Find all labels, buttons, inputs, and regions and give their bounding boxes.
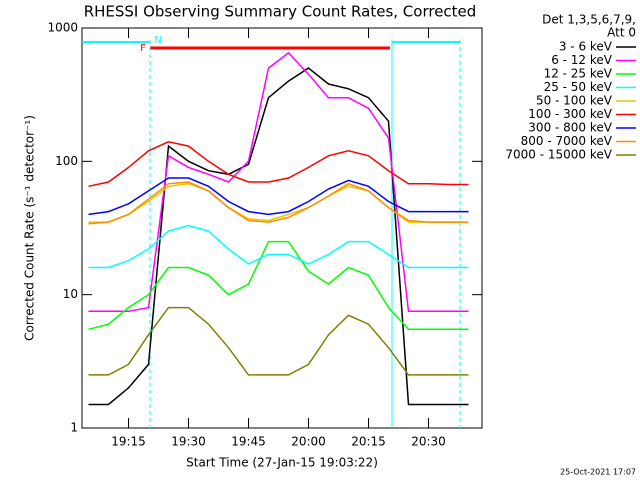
y-tick-label: 1 xyxy=(70,421,78,435)
legend-label: 6 - 12 keV xyxy=(551,53,613,67)
series-line xyxy=(88,141,469,188)
series-line xyxy=(88,177,469,216)
series-line xyxy=(88,224,469,269)
x-tick-label: 19:45 xyxy=(231,435,266,449)
legend-label: 25 - 50 keV xyxy=(544,80,613,94)
y-tick-label: 10 xyxy=(63,287,78,301)
y-tick-label: 100 xyxy=(55,154,78,168)
legend-label: 800 - 7000 keV xyxy=(521,134,613,148)
legend-header: Det 1,3,5,6,7,9, xyxy=(542,13,636,27)
y-axis-label: Corrected Count Rate (s⁻¹ detector⁻¹) xyxy=(23,115,37,341)
legend-label: 12 - 25 keV xyxy=(544,67,613,81)
legend-header: Att 0 xyxy=(607,26,636,40)
legend-label: 50 - 100 keV xyxy=(536,94,613,108)
legend-label: 100 - 300 keV xyxy=(528,107,612,121)
x-tick-label: 20:30 xyxy=(411,435,446,449)
x-tick-label: 19:30 xyxy=(171,435,206,449)
legend-label: 7000 - 15000 keV xyxy=(505,148,612,162)
series-line xyxy=(88,240,469,331)
chart-title: RHESSI Observing Summary Count Rates, Co… xyxy=(84,3,477,21)
timestamp: 25-Oct-2021 17:07 xyxy=(560,468,636,477)
x-axis-label: Start Time (27-Jan-15 19:03:22) xyxy=(186,456,378,470)
series-line xyxy=(88,51,469,313)
series-line xyxy=(88,67,469,406)
series-line xyxy=(88,181,469,225)
series-line xyxy=(88,182,469,223)
legend-label: 300 - 800 keV xyxy=(528,121,612,135)
x-tick-label: 20:00 xyxy=(291,435,326,449)
x-tick-label: 20:15 xyxy=(351,435,386,449)
y-tick-label: 1000 xyxy=(47,21,78,35)
flag-label: N xyxy=(154,35,161,46)
legend-label: 3 - 6 keV xyxy=(559,40,613,54)
flag-label: F xyxy=(140,43,146,54)
plot-frame xyxy=(81,27,483,429)
series-line xyxy=(88,306,469,376)
x-tick-label: 19:15 xyxy=(111,435,146,449)
